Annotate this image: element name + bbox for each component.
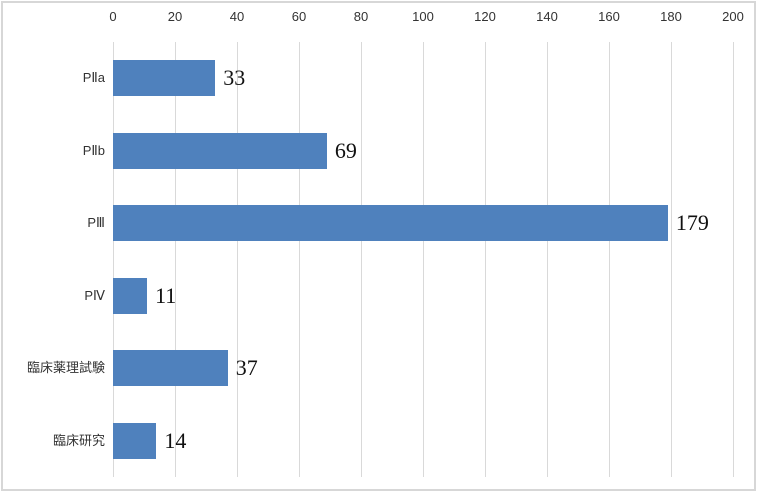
value-label: 33 [223,65,246,91]
gridline [113,42,114,477]
x-axis-tick-label: 160 [598,9,620,24]
gridline [733,42,734,477]
x-axis-tick-label: 0 [109,9,117,24]
gridline [547,42,548,477]
x-axis-tick-label: 60 [291,9,307,24]
value-label: 69 [334,137,357,163]
bar [113,350,228,387]
value-label: 11 [155,282,177,308]
x-axis-tick-label: 20 [167,9,183,24]
category-label: PⅡa [82,70,105,86]
x-axis-tick-label: 200 [722,9,744,24]
gridline [299,42,300,477]
gridline [423,42,424,477]
x-axis-tick-label: 180 [660,9,682,24]
value-label: 179 [675,210,709,236]
gridline [609,42,610,477]
category-label: 臨床薬理試験 [26,360,105,376]
value-label: 14 [164,427,187,453]
bar [113,422,157,459]
category-label: PⅡb [82,142,105,158]
x-axis-tick-label: 100 [412,9,434,24]
bar [113,60,216,97]
gridline [671,42,672,477]
value-label: 37 [235,355,258,381]
x-axis-tick-label: 140 [536,9,558,24]
gridline [237,42,238,477]
gridline [361,42,362,477]
gridline [485,42,486,477]
x-axis-tick-label: 80 [353,9,369,24]
gridline [175,42,176,477]
x-axis-tick-label: 120 [474,9,496,24]
category-label: PⅣ [84,287,105,303]
bar [113,277,148,314]
category-label: PⅢ [87,215,105,231]
category-label: 臨床研究 [52,432,105,448]
bar [113,132,327,169]
bar [113,205,668,242]
x-axis-tick-label: 40 [229,9,245,24]
